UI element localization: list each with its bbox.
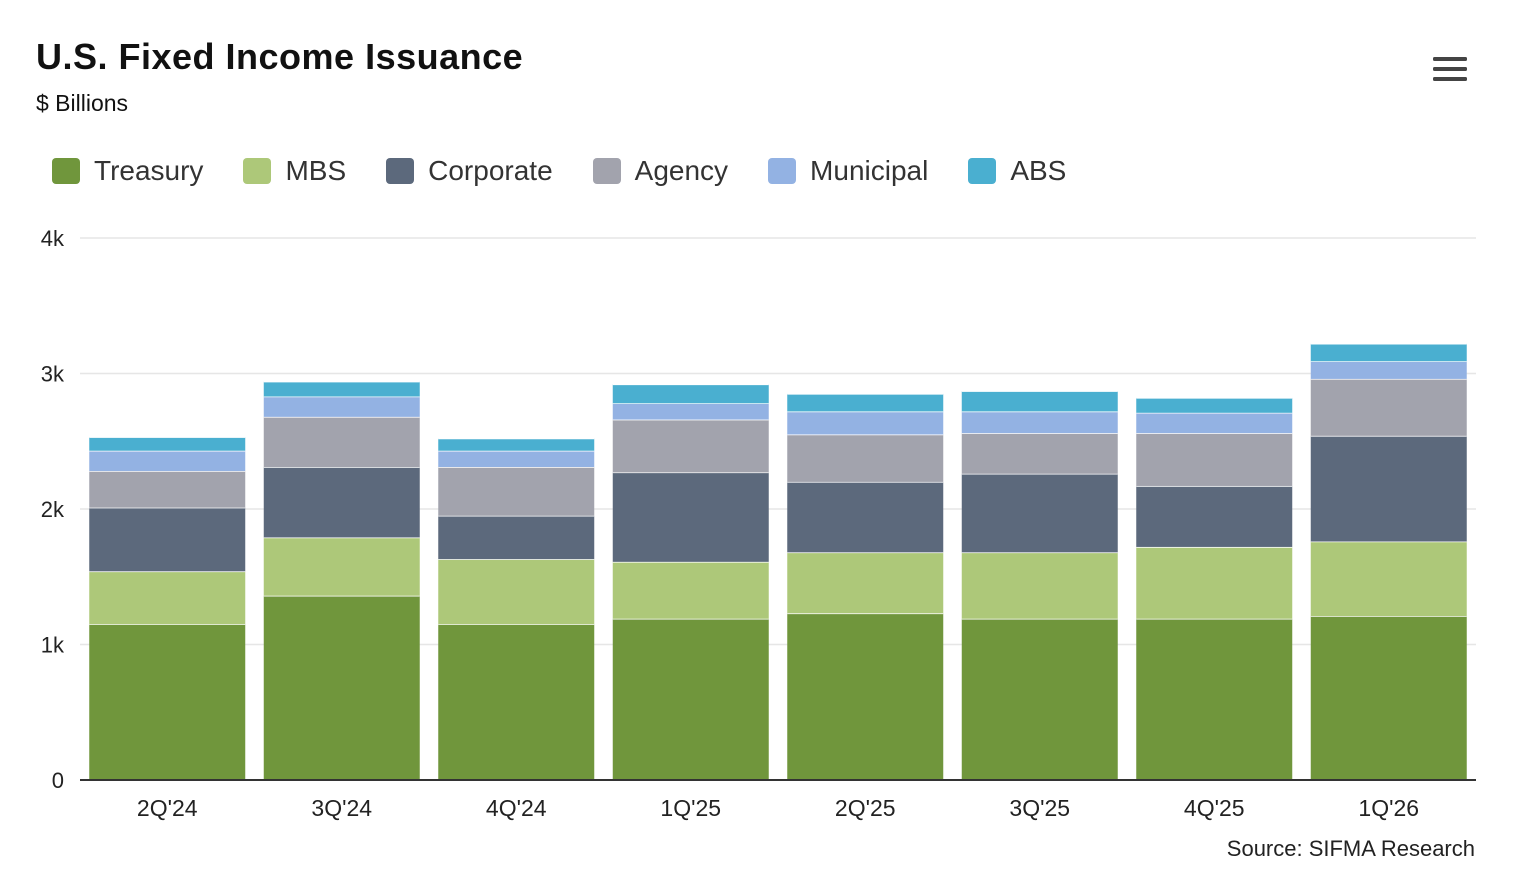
bar-segment[interactable] [438,624,595,780]
bar-segment[interactable] [89,450,246,472]
bar-segment[interactable] [1136,433,1293,486]
y-tick-label: 1k [41,633,65,658]
x-tick-label: 3Q'25 [1009,795,1070,821]
bar-segment[interactable] [612,419,769,473]
bar-segment[interactable] [1136,412,1293,434]
legend-item[interactable]: Municipal [768,155,928,187]
bar-segment[interactable] [263,466,420,538]
bar-segment[interactable] [612,384,769,404]
bar-segment[interactable] [961,433,1118,474]
legend-label: ABS [1010,155,1067,186]
chart-title: U.S. Fixed Income Issuance [36,36,524,77]
bar-segment[interactable] [1310,616,1467,780]
legend-item[interactable]: Corporate [386,155,553,187]
x-tick-label: 2Q'25 [835,795,896,821]
x-tick-label: 4Q'25 [1184,795,1245,821]
bar-segment[interactable] [438,559,595,625]
y-tick-label: 3k [41,362,65,387]
bar-segment[interactable] [89,624,246,780]
chart-menu-button[interactable] [1428,52,1472,86]
y-tick-label: 2k [41,497,65,522]
bar-segment[interactable] [787,393,944,412]
chart-legend: Treasury MBS Corporate Agency Municipal ABS [52,155,1106,187]
bar-segment[interactable] [89,507,246,572]
bar-segment[interactable] [438,438,595,451]
bar-segment[interactable] [961,391,1118,412]
legend-item[interactable]: MBS [243,155,346,187]
bar-segment[interactable] [961,473,1118,553]
legend-label: Treasury [94,155,204,186]
bar-segment[interactable] [438,515,595,560]
legend-item[interactable]: ABS [968,155,1066,187]
source-note: Source: SIFMA Research [1226,836,1475,861]
legend-swatch [768,158,797,184]
bar-segment[interactable] [1310,541,1467,617]
x-tick-label: 4Q'24 [486,795,547,821]
bar-segment[interactable] [263,537,420,596]
bar-segment[interactable] [1310,343,1467,362]
bar-segment[interactable] [89,437,246,451]
bar-segment[interactable] [1136,485,1293,547]
bar-segment[interactable] [612,561,769,619]
bar-segment[interactable] [1310,378,1467,436]
bar-segment[interactable] [787,552,944,614]
bar-segment[interactable] [1310,361,1467,379]
bar-segment[interactable] [787,613,944,780]
bar-segment[interactable] [438,450,595,467]
bar-segment[interactable] [263,396,420,417]
x-tick-label: 2Q'24 [137,795,198,821]
legend-label: MBS [285,155,347,186]
x-tick-label: 1Q'26 [1358,795,1419,821]
legend-swatch [386,158,415,184]
bar-segment[interactable] [961,411,1118,434]
bar-segment[interactable] [1310,435,1467,542]
chart-subtitle: $ Billions [36,90,129,116]
bar-segment[interactable] [961,618,1118,780]
bar-segment[interactable] [612,472,769,562]
legend-label: Municipal [810,155,929,186]
bar-segment[interactable] [263,416,420,467]
bar-segment[interactable] [612,618,769,780]
y-tick-label: 4k [41,226,65,251]
bar-segment[interactable] [89,471,246,508]
bar-segment[interactable] [1136,397,1293,413]
bar-segment[interactable] [263,381,420,397]
hamburger-menu-icon [1433,57,1467,81]
bar-segment[interactable] [787,434,944,482]
bar-segment[interactable] [438,466,595,516]
legend-swatch [52,158,80,184]
legend-swatch [243,158,272,184]
bar-segment[interactable] [787,481,944,553]
bar-segment[interactable] [1136,546,1293,619]
bar-segment[interactable] [961,552,1118,619]
x-tick-label: 1Q'25 [660,795,721,821]
y-tick-label: 0 [52,768,64,793]
legend-swatch [592,158,621,184]
legend-item[interactable]: Agency [592,155,729,187]
bar-segment[interactable] [612,403,769,420]
legend-swatch [968,158,997,184]
bar-segment[interactable] [1136,618,1293,780]
x-tick-label: 3Q'24 [311,795,372,821]
legend-label: Agency [634,155,729,186]
legend-item[interactable]: Treasury [52,155,203,187]
bar-segment[interactable] [787,411,944,435]
bar-segment[interactable] [263,595,420,780]
legend-label: Corporate [428,155,553,186]
bar-segment[interactable] [89,571,246,625]
